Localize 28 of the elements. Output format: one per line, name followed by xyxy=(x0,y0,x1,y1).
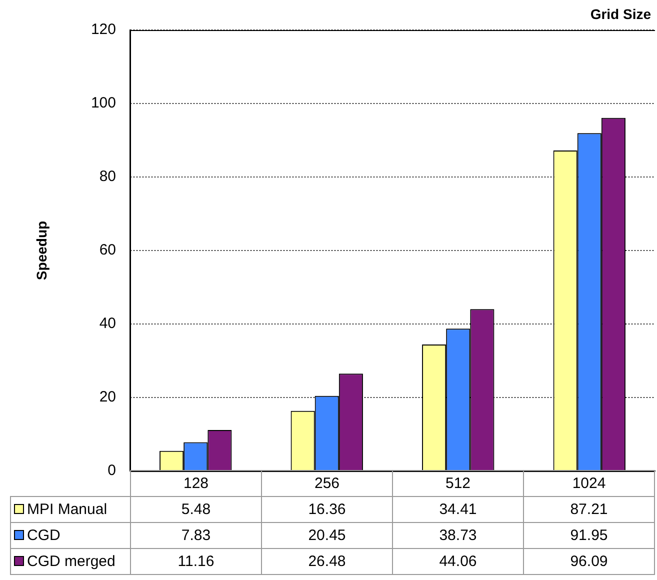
legend-label: MPI Manual xyxy=(10,496,130,522)
x-axis-title: Grid Size xyxy=(590,6,651,22)
data-label: 96.09 xyxy=(524,548,654,574)
y-tick-label: 100 xyxy=(90,94,116,112)
x-tick-label: 128 xyxy=(130,470,262,496)
y-tick-label: 0 xyxy=(108,462,116,480)
x-tick-label: 1024 xyxy=(524,470,654,496)
data-label: 5.48 xyxy=(130,496,262,522)
x-tick-label: 256 xyxy=(262,470,392,496)
data-label: 91.95 xyxy=(524,522,654,548)
y-tick-label: 80 xyxy=(99,168,116,186)
y-tick-label: 120 xyxy=(90,21,116,38)
data-label: 16.36 xyxy=(262,496,392,522)
legend-label: CGD xyxy=(10,522,130,548)
data-label: 11.16 xyxy=(130,548,262,574)
y-tick-label: 60 xyxy=(99,242,116,259)
data-label: 87.21 xyxy=(524,496,654,522)
data-label: 20.45 xyxy=(262,522,392,548)
legend-label: CGD merged xyxy=(10,548,130,574)
y-tick-label: 40 xyxy=(99,315,116,332)
data-label: 38.73 xyxy=(392,522,524,548)
y-axis-title: Speedup xyxy=(33,220,50,280)
data-label: 44.06 xyxy=(392,548,524,574)
data-label: 26.48 xyxy=(262,548,392,574)
data-label: 34.41 xyxy=(392,496,524,522)
data-label: 7.83 xyxy=(130,522,262,548)
x-tick-label: 512 xyxy=(392,470,524,496)
y-tick-label: 20 xyxy=(99,388,116,406)
